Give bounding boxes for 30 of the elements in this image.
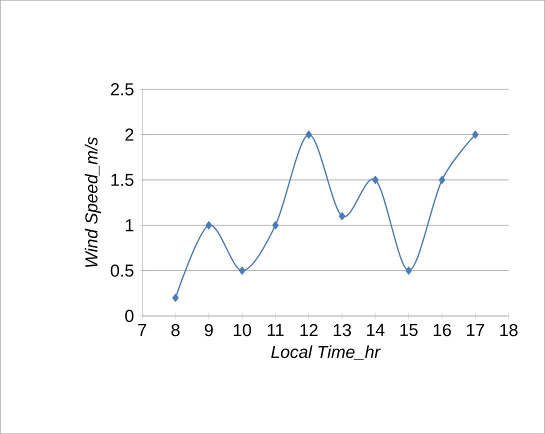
y-axis-title: Wind Speed_m/s [84, 137, 101, 267]
y-tick-label: 0.5 [110, 264, 134, 277]
y-tick-label: 0 [125, 310, 134, 322]
point [238, 266, 246, 275]
point [438, 176, 446, 184]
y-tick-label: 2 [125, 128, 134, 141]
y-tick-label: 2.5 [110, 83, 134, 96]
point [206, 221, 212, 230]
x-tick-label: 10 [234, 324, 252, 336]
point [406, 266, 412, 275]
x-tick-label: 18 [500, 324, 518, 336]
x-tick-label: 9 [204, 324, 213, 336]
x-tick-label: 13 [334, 324, 351, 336]
x-tick-label: 15 [400, 324, 418, 336]
point [372, 176, 379, 184]
x-tick-label: 12 [300, 324, 318, 336]
x-tick-label: 11 [268, 324, 284, 336]
x-tick-label: 7 [138, 324, 146, 336]
x-axis-title: Local Time_hr [271, 345, 381, 360]
point [338, 212, 346, 220]
point [306, 130, 312, 139]
y-tick-label: 1.5 [111, 174, 134, 186]
point [272, 221, 279, 230]
x-tick-label: 14 [367, 324, 385, 336]
y-tick-label: 1 [126, 219, 134, 232]
point [172, 294, 179, 302]
x-tick-label: 8 [171, 324, 180, 336]
x-tick-label: 17 [467, 324, 484, 336]
x-tick-label: 16 [434, 324, 451, 336]
point [472, 130, 478, 139]
